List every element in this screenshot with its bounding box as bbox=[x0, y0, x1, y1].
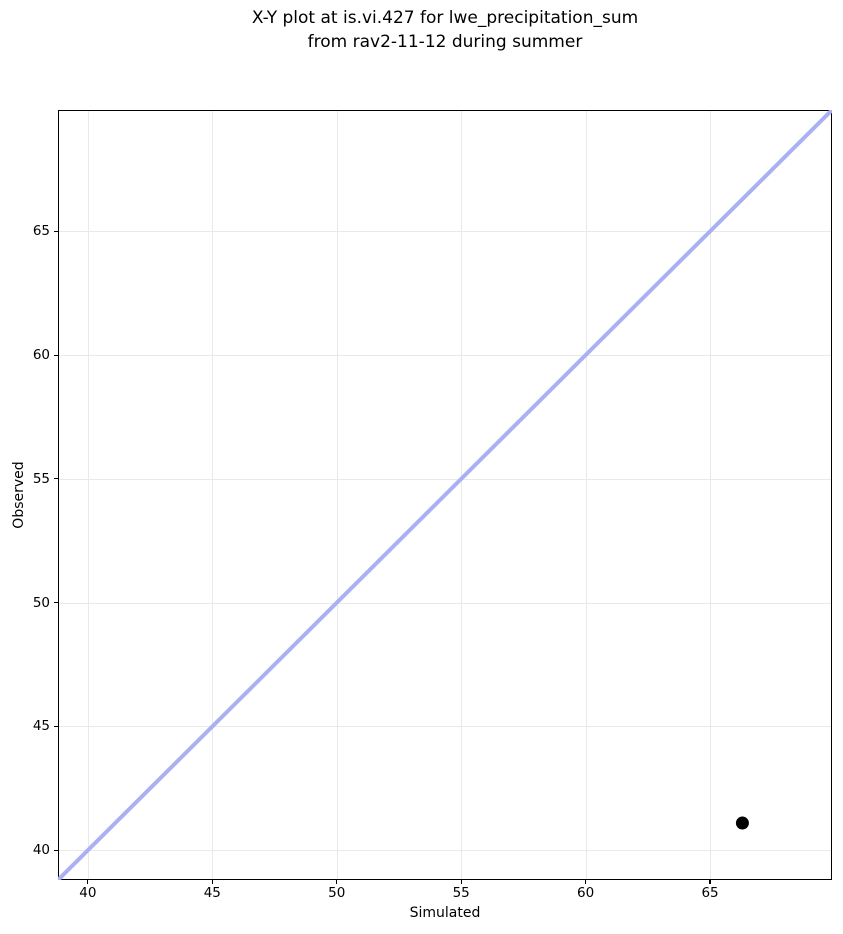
y-tick-label: 40 bbox=[32, 842, 50, 859]
x-tick-mark bbox=[211, 880, 213, 884]
gridline-horizontal bbox=[59, 231, 831, 233]
gridline-vertical bbox=[336, 111, 338, 879]
y-tick-label: 60 bbox=[32, 347, 50, 364]
chart-title: X-Y plot at is.vi.427 for lwe_precipitat… bbox=[58, 6, 832, 54]
chart-title-line-2: from rav2-11-12 during summer bbox=[307, 32, 583, 52]
y-tick-mark bbox=[54, 230, 58, 232]
gridline-vertical bbox=[461, 111, 463, 879]
x-tick-mark bbox=[87, 880, 89, 884]
x-tick-label: 65 bbox=[701, 885, 719, 901]
x-tick-mark bbox=[585, 880, 587, 884]
x-tick-label: 40 bbox=[79, 885, 97, 901]
y-tick-label: 65 bbox=[32, 223, 50, 240]
gridline-horizontal bbox=[59, 602, 831, 604]
x-tick-label: 55 bbox=[452, 885, 470, 901]
x-tick-mark bbox=[709, 880, 711, 884]
gridline-vertical bbox=[212, 111, 214, 879]
gridline-horizontal bbox=[59, 355, 831, 357]
gridline-vertical bbox=[87, 111, 89, 879]
y-tick-mark bbox=[54, 725, 58, 728]
gridline-horizontal bbox=[59, 850, 831, 852]
y-tick-label: 55 bbox=[32, 470, 50, 487]
gridline-horizontal bbox=[59, 726, 831, 728]
x-tick-label: 60 bbox=[577, 885, 595, 901]
y-tick-mark bbox=[54, 602, 58, 604]
gridline-vertical bbox=[585, 111, 587, 879]
y-tick-label: 45 bbox=[32, 718, 50, 735]
y-axis-label: Observed bbox=[11, 461, 27, 529]
x-tick-label: 50 bbox=[328, 885, 346, 901]
x-axis-label: Simulated bbox=[409, 905, 481, 921]
y-tick-label: 50 bbox=[32, 594, 50, 611]
gridline-horizontal bbox=[59, 478, 831, 480]
chart-title-line-1: X-Y plot at is.vi.427 for lwe_precipitat… bbox=[251, 8, 639, 28]
y-tick-mark bbox=[54, 478, 58, 480]
x-tick-label: 45 bbox=[203, 885, 221, 901]
y-tick-mark bbox=[54, 849, 58, 851]
plot-area bbox=[58, 110, 832, 880]
x-tick-mark bbox=[336, 880, 338, 884]
x-tick-mark bbox=[460, 880, 462, 884]
gridline-vertical bbox=[710, 111, 712, 879]
y-tick-mark bbox=[54, 354, 58, 356]
